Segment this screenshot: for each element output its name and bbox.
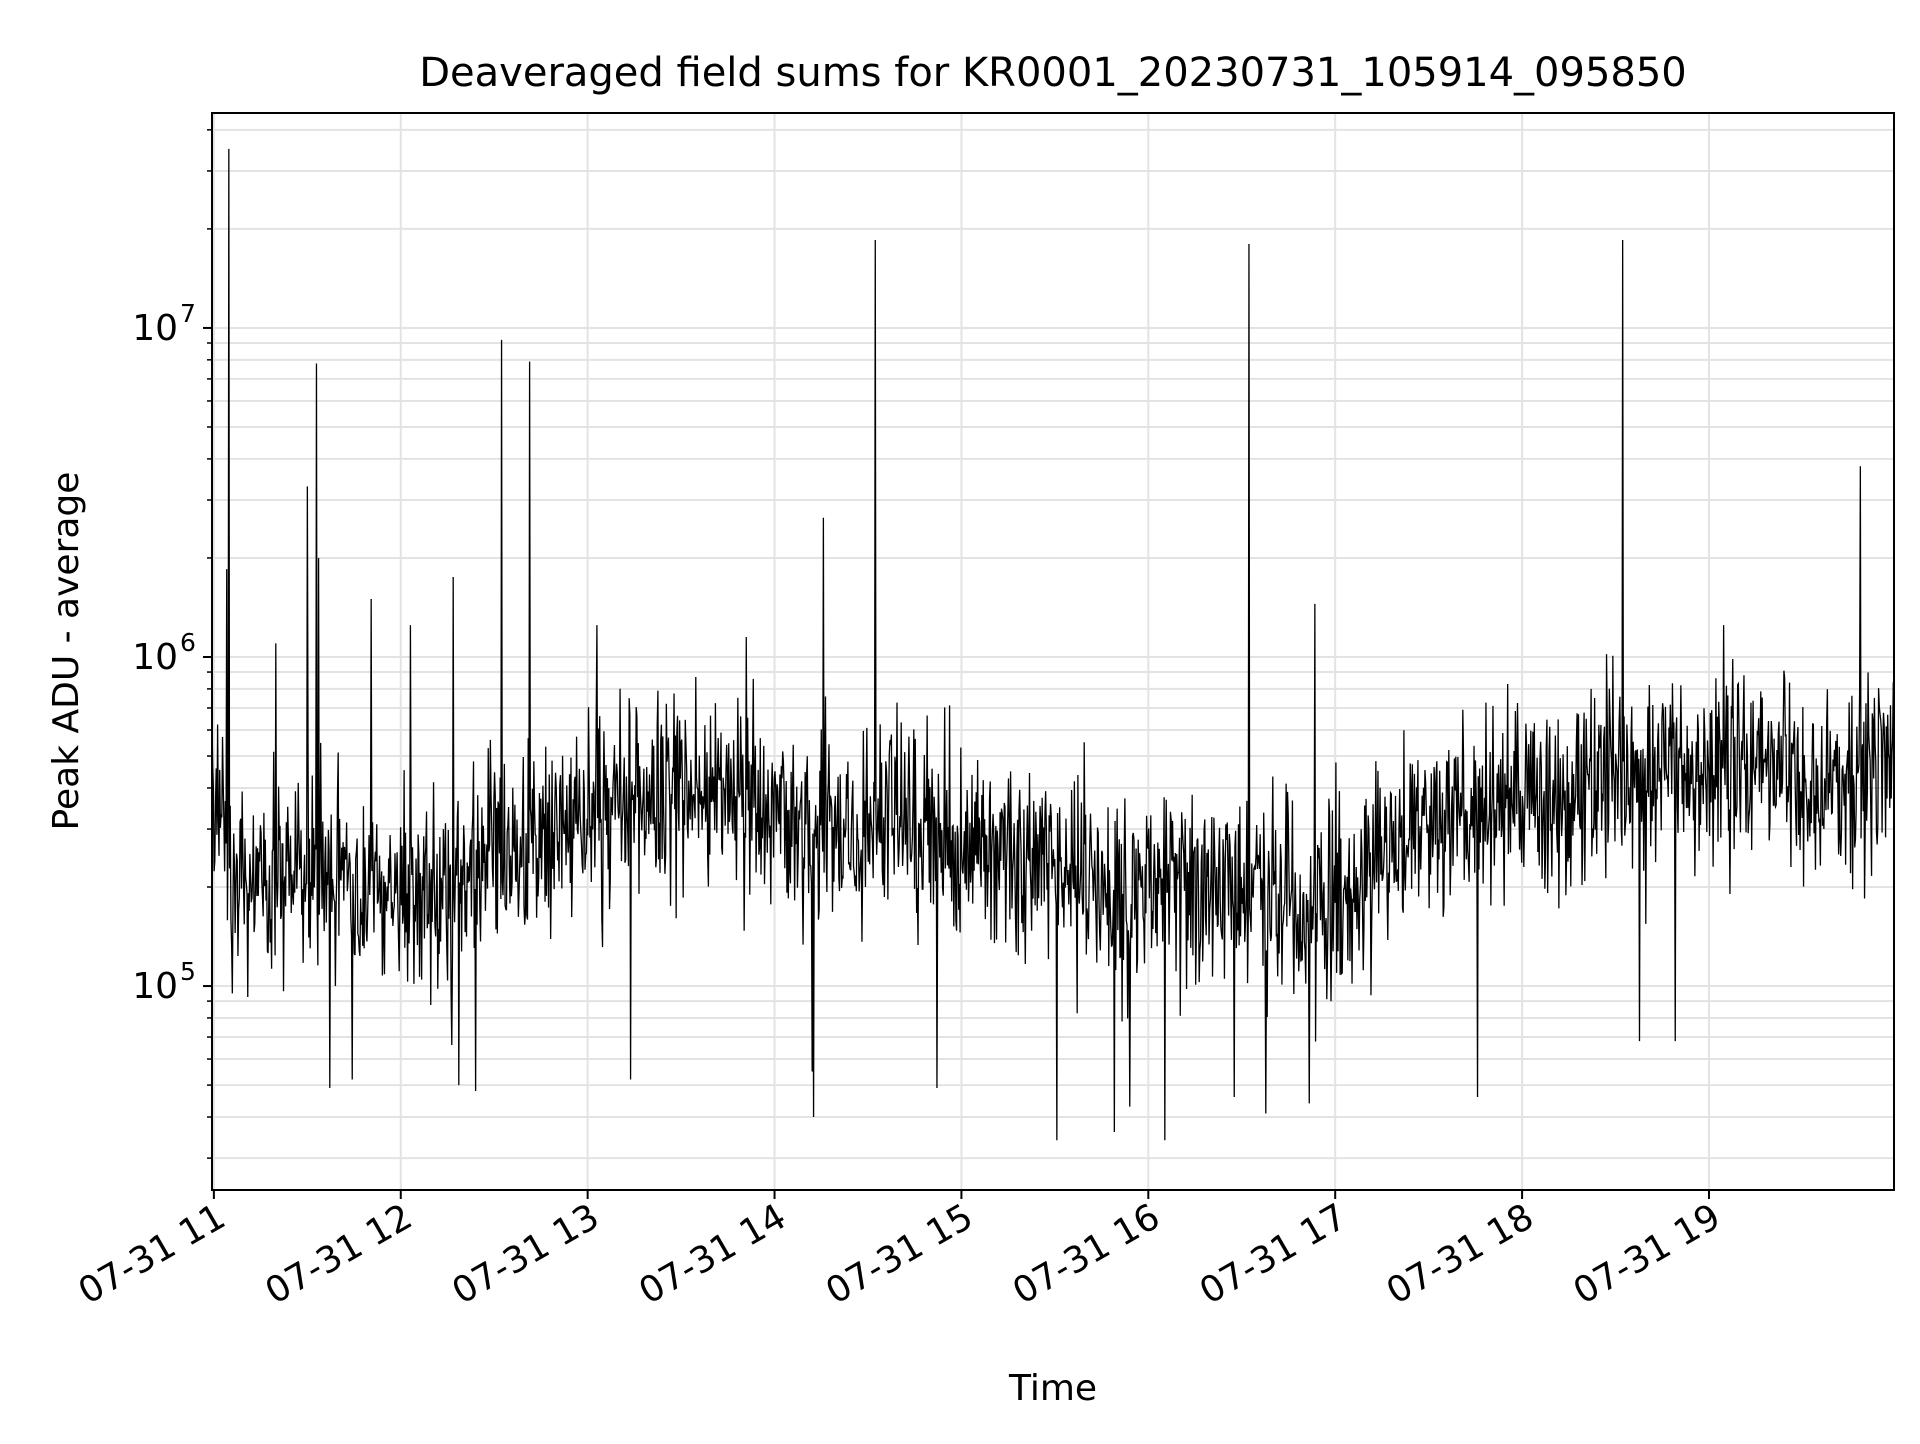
y-tick-label-exponent: 6 — [180, 628, 196, 657]
series-layer — [211, 148, 1895, 1141]
plot-area-frame — [211, 112, 1895, 1191]
y-axis-label: Peak ADU - average — [46, 472, 87, 831]
y-tick-label: 10 — [132, 966, 178, 1007]
y-tick-label: 10 — [132, 637, 178, 678]
chart-title: Deaveraged field sums for KR0001_2023073… — [419, 50, 1687, 96]
y-tick-label-exponent: 7 — [180, 299, 196, 328]
series-line — [211, 148, 1895, 1141]
y-tick-label-exponent: 5 — [180, 957, 196, 986]
x-axis-label: Time — [1008, 1368, 1097, 1409]
y-tick-label: 10 — [132, 308, 178, 349]
